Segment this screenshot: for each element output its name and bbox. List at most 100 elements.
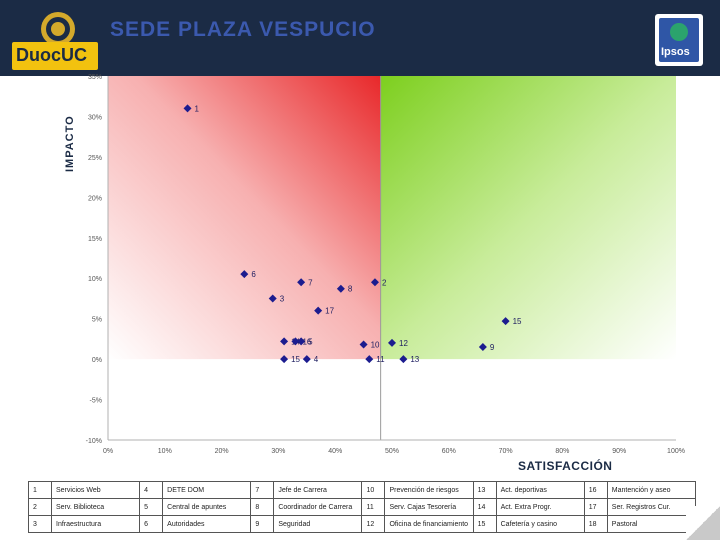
data-point-label: 11 xyxy=(376,355,385,364)
data-point-marker xyxy=(280,337,289,346)
header-bar: DuocUC SEDE PLAZA VESPUCIO Ipsos xyxy=(0,0,720,76)
data-point-label: 5 xyxy=(308,337,313,346)
legend-number: 9 xyxy=(250,515,275,533)
data-point-label: 1 xyxy=(195,104,200,113)
legend-label: Coordinador de Carrera xyxy=(273,498,363,516)
legend-number: 1 xyxy=(28,481,52,499)
data-point-marker xyxy=(297,278,306,287)
legend-table-wrap: 1 Servicios Web 4 DETE DOM 7 Jefe de Carrera 1… xyxy=(28,481,697,533)
legend-number: 16 xyxy=(583,481,608,499)
data-point-marker xyxy=(478,342,487,351)
data-point-label: 6 xyxy=(251,270,256,279)
data-point-marker xyxy=(297,337,306,346)
y-tick-label: 30% xyxy=(88,114,102,121)
legend-label: Central de apuntes xyxy=(162,498,252,516)
data-point-marker xyxy=(280,355,289,364)
data-point-label: 17 xyxy=(325,307,334,316)
ipsos-logo: Ipsos xyxy=(655,14,703,66)
legend-number: 15 xyxy=(472,515,497,533)
data-point-label: 4 xyxy=(314,355,319,364)
legend-label: Serv. Biblioteca xyxy=(50,498,141,516)
data-point-label: 3 xyxy=(280,294,285,303)
legend-label: DETE DOM xyxy=(162,481,252,499)
data-point-label: 12 xyxy=(399,339,408,348)
legend-number: 13 xyxy=(472,481,497,499)
legend-label: Ser. Registros Cur. xyxy=(606,498,697,516)
legend-label: Prevención de riesgos xyxy=(384,481,474,499)
legend-number: 11 xyxy=(361,498,386,516)
x-tick-label: 80% xyxy=(555,448,569,455)
data-point-marker xyxy=(359,340,368,349)
legend-label: Autoridades xyxy=(162,515,252,533)
x-axis-label: SATISFACCIÓN xyxy=(518,459,613,473)
legend-number: 6 xyxy=(139,515,164,533)
data-point-marker xyxy=(291,337,300,346)
legend-number: 10 xyxy=(361,481,386,499)
x-tick-label: 10% xyxy=(158,448,172,455)
data-point-marker xyxy=(302,355,311,364)
data-point-marker xyxy=(388,338,396,347)
legend-label: Oficina de financiamiento xyxy=(384,515,474,533)
y-tick-label: 5% xyxy=(92,317,102,324)
legend-row: 2 Serv. Biblioteca 5 Central de apuntes 8 Coo… xyxy=(28,498,697,516)
x-tick-label: 100% xyxy=(667,448,685,455)
y-tick-label: -5% xyxy=(90,398,102,405)
x-tick-label: 40% xyxy=(328,448,342,455)
data-point-marker xyxy=(365,355,374,364)
legend-label: Infraestructura xyxy=(50,515,141,533)
legend-row: 1 Servicios Web 4 DETE DOM 7 Jefe de Carrera 1… xyxy=(28,481,697,499)
data-point-marker xyxy=(240,270,249,279)
legend-number: 8 xyxy=(250,498,275,516)
y-tick-label: 25% xyxy=(88,155,102,162)
legend-label: Seguridad xyxy=(273,515,363,533)
y-tick-label: 35% xyxy=(88,74,102,81)
legend-number: 17 xyxy=(583,498,608,516)
data-point-marker xyxy=(183,104,192,113)
data-point-label: 13 xyxy=(410,355,419,364)
legend-label: Act. Extra Progr. xyxy=(495,498,585,516)
x-tick-label: 60% xyxy=(442,448,456,455)
legend-row: 3 Infraestructura 6 Autoridades 9 Seguridad 12… xyxy=(28,515,697,533)
data-point-label: 16 xyxy=(302,337,311,346)
legend-number: 4 xyxy=(139,481,164,499)
x-tick-label: 20% xyxy=(215,448,229,455)
y-tick-label: 20% xyxy=(88,195,102,202)
legend-number: 5 xyxy=(139,498,164,516)
legend-label: Pastoral xyxy=(606,515,697,533)
legend-label: Serv. Cajas Tesorería xyxy=(384,498,474,516)
x-tick-label: 30% xyxy=(271,448,285,455)
x-tick-label: 0% xyxy=(103,448,113,455)
partner-text: Ipsos xyxy=(661,46,690,58)
data-point-marker xyxy=(314,306,323,315)
data-point-label: 9 xyxy=(490,343,495,352)
brand-text: DuocUC xyxy=(16,45,87,65)
data-point-marker xyxy=(268,294,277,303)
legend-number: 18 xyxy=(583,515,608,533)
data-point-marker xyxy=(336,284,345,293)
data-point-label: 15 xyxy=(513,317,522,326)
data-point-marker xyxy=(399,355,408,364)
legend-table: 1 Servicios Web 4 DETE DOM 7 Jefe de Carrera 1… xyxy=(28,481,697,533)
data-point-label: 7 xyxy=(308,278,313,287)
page-curl-corner xyxy=(686,506,720,540)
data-point-label: 15 xyxy=(291,355,300,364)
legend-label: Mantención y aseo xyxy=(606,481,697,499)
legend-label: Act. deportivas xyxy=(495,481,585,499)
legend-number: 12 xyxy=(361,515,386,533)
legend-number: 7 xyxy=(250,481,275,499)
data-point-label: 10 xyxy=(371,341,380,350)
y-tick-label: -10% xyxy=(86,438,102,445)
chart-area: 0% 10% 20% 30% 40% 5 0% 60% 70% 80% 90% 100% -10% -5%… xyxy=(86,74,685,455)
legend-number: 2 xyxy=(28,498,52,516)
y-tick-label: 15% xyxy=(88,236,102,243)
quadrant-green xyxy=(380,76,676,360)
legend-label: Cafetería y casino xyxy=(495,515,585,533)
data-point-marker xyxy=(501,317,510,326)
y-tick-label: 0% xyxy=(92,357,102,364)
legend-number: 3 xyxy=(28,515,52,533)
x-tick-label: 70% xyxy=(499,448,513,455)
data-point-label: 8 xyxy=(348,285,353,294)
x-tick-label: 90% xyxy=(612,448,626,455)
legend-label: Servicios Web xyxy=(50,481,141,499)
data-point-marker xyxy=(370,278,379,287)
